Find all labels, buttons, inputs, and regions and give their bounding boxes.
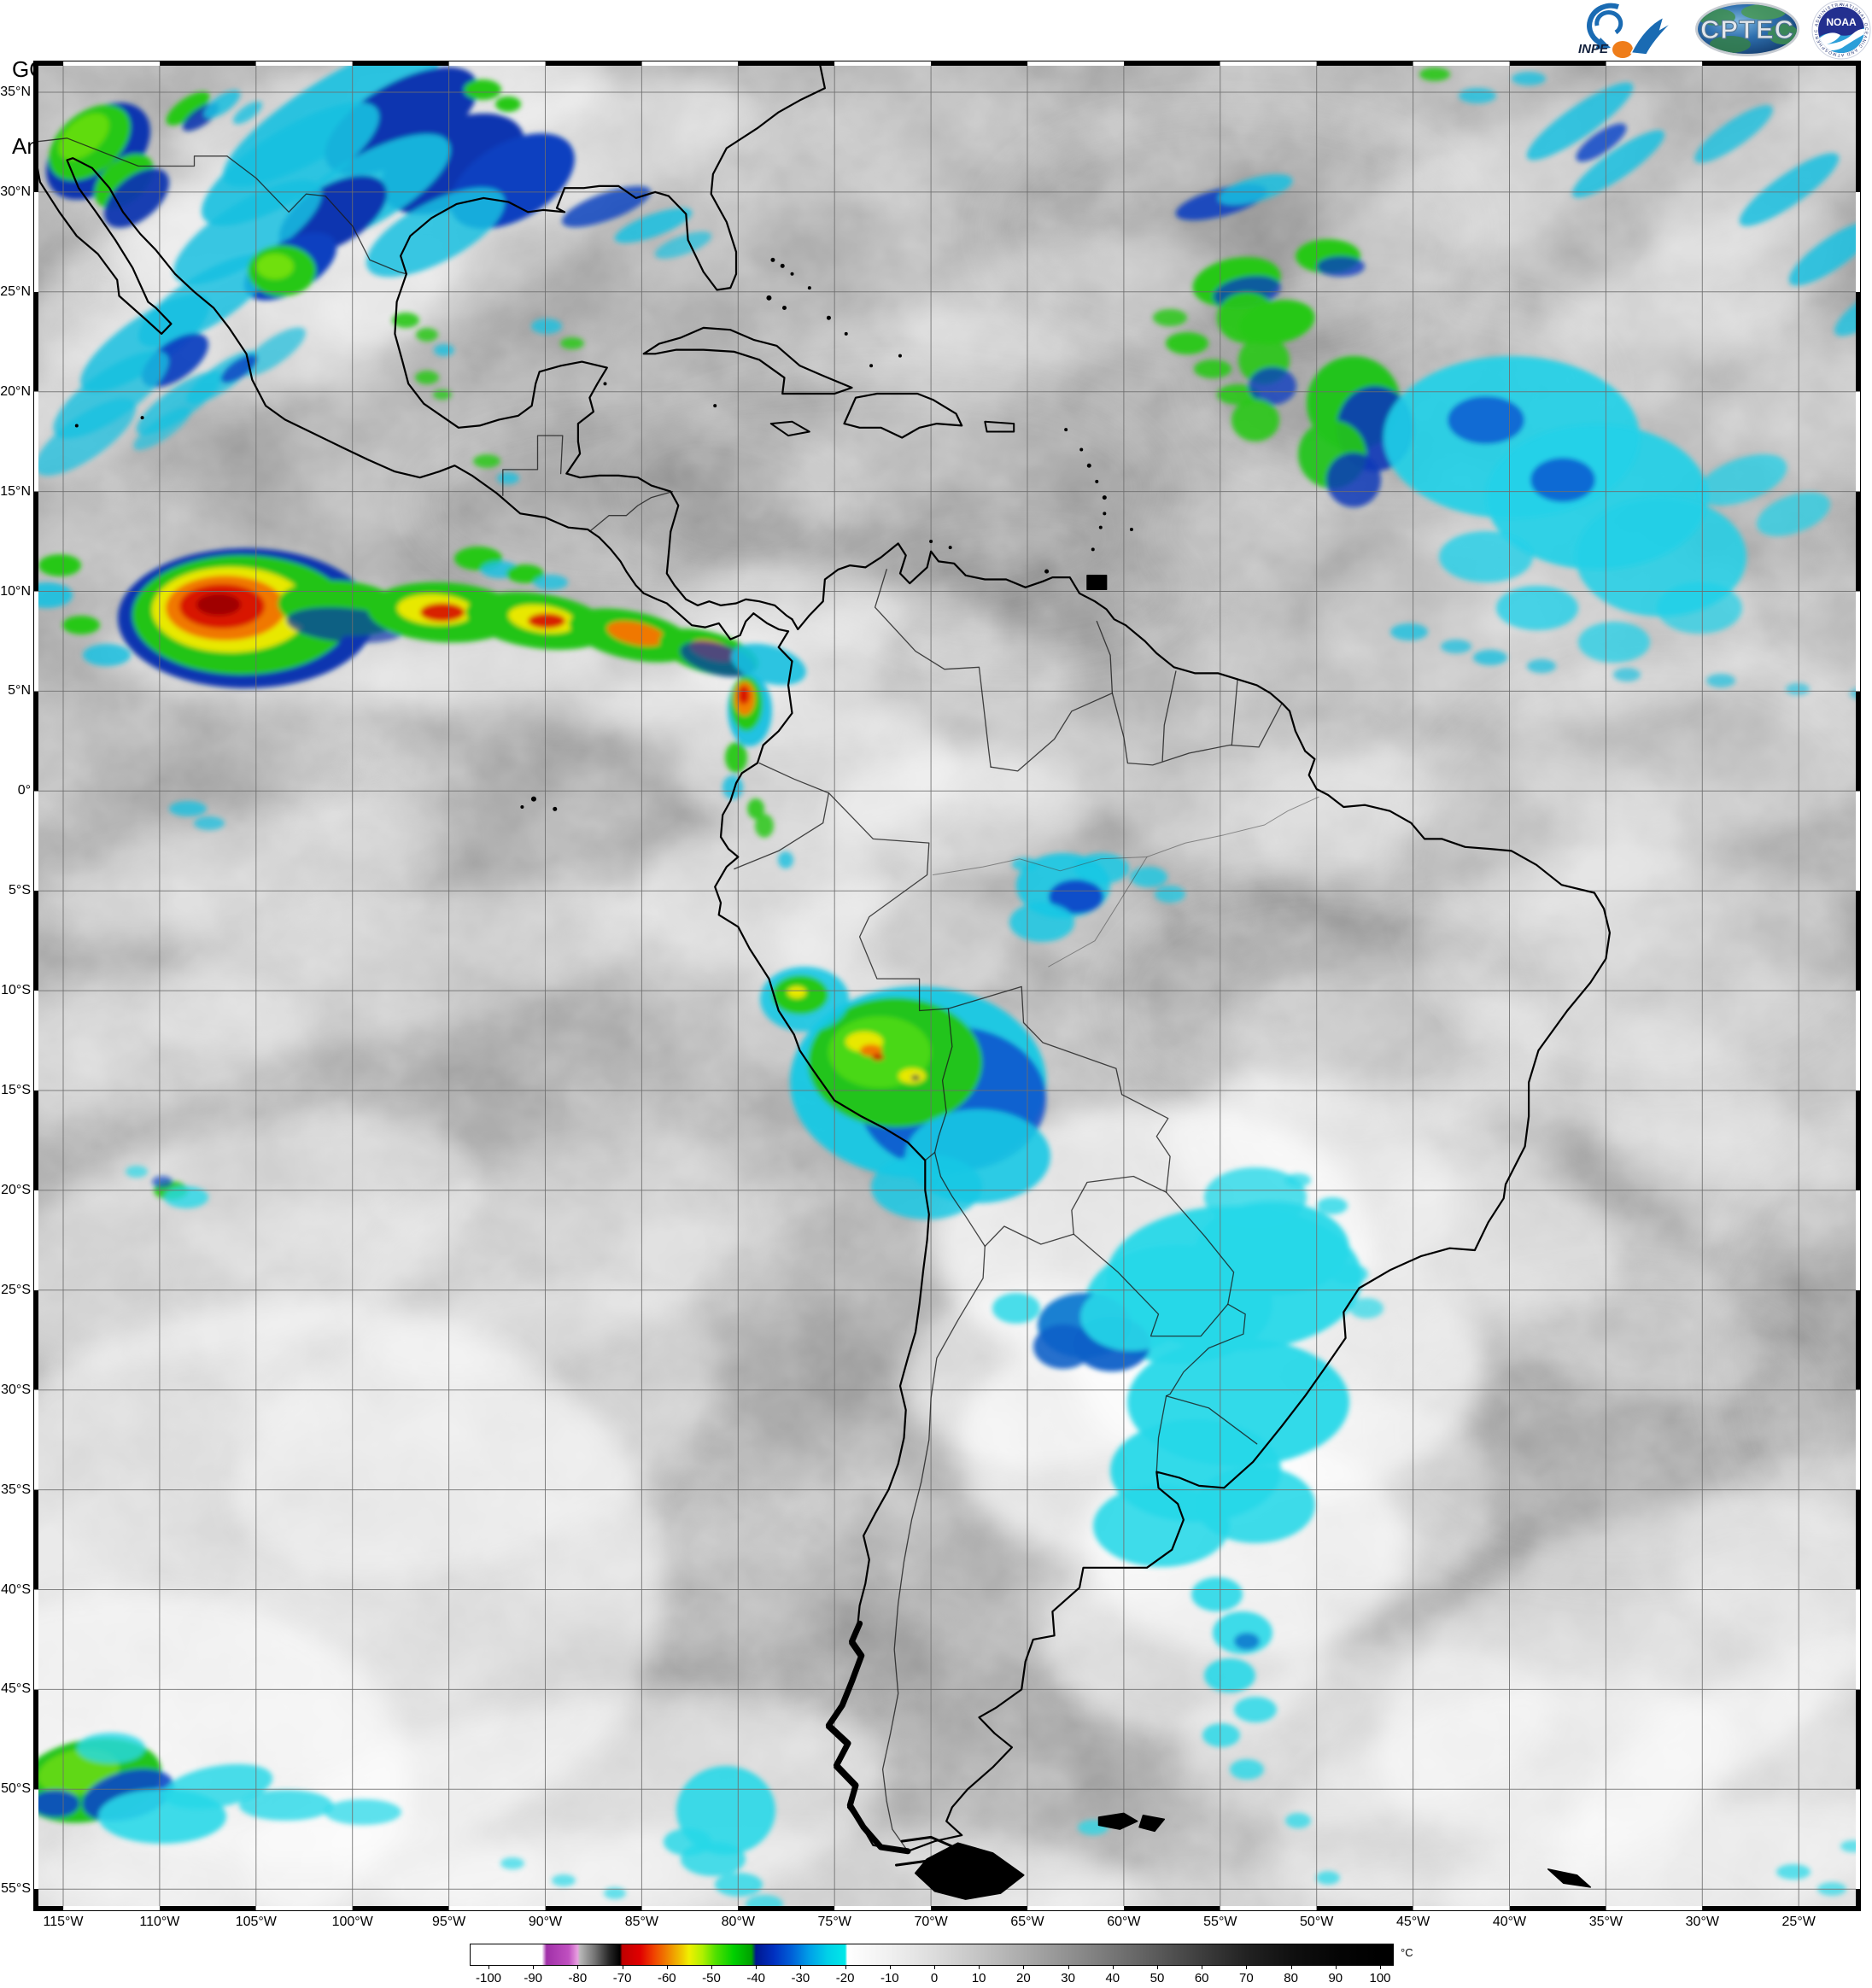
lon-label: 55°W xyxy=(1203,1915,1237,1929)
colorbar-tick-label: -80 xyxy=(568,1971,588,1985)
map-frame-top xyxy=(34,61,1860,66)
colorbar-tick xyxy=(1246,1965,1248,1969)
colorbar-tick xyxy=(1023,1965,1025,1969)
inpe-logo-text: INPE xyxy=(1578,42,1609,56)
lon-label: 100°W xyxy=(331,1915,373,1929)
noaa-logo-icon: NATIONAL OCEANIC AND ATMOSPHERIC ADMINIS… xyxy=(1810,0,1871,60)
colorbar-tick xyxy=(800,1965,802,1969)
map-frame-right xyxy=(1856,61,1860,1910)
colorbar-tick-label: 50 xyxy=(1150,1971,1165,1985)
colorbar-tick xyxy=(1380,1965,1381,1969)
colorbar-tick xyxy=(711,1965,712,1969)
noaa-logo-text: NOAA xyxy=(1826,16,1857,28)
lon-label: 50°W xyxy=(1300,1915,1334,1929)
colorbar-tick-label: 40 xyxy=(1105,1971,1120,1985)
colorbar-tick-label: 80 xyxy=(1284,1971,1298,1985)
lon-label: 40°W xyxy=(1492,1915,1527,1929)
lat-label: 50°S xyxy=(1,1781,31,1797)
colorbar-tick-label: 100 xyxy=(1369,1971,1391,1985)
colorbar-tick xyxy=(979,1965,980,1969)
colorbar-tick xyxy=(488,1965,489,1969)
lat-label: 10°N xyxy=(0,583,31,599)
cptec-logo-icon: CPTEC xyxy=(1695,2,1799,56)
colorbar-tick-label: 0 xyxy=(930,1971,939,1985)
colorbar-tick-label: 30 xyxy=(1061,1971,1075,1985)
colorbar-tick xyxy=(756,1965,758,1969)
colorbar-tick-label: -100 xyxy=(475,1971,502,1985)
colorbar-tick xyxy=(845,1965,846,1969)
colorbar-unit: °C xyxy=(1401,1946,1413,1959)
lat-label: 30°S xyxy=(1,1382,31,1397)
colorbar-tick xyxy=(533,1965,535,1969)
cptec-logo-text: CPTEC xyxy=(1700,15,1794,44)
colorbar-tick-label: -20 xyxy=(835,1971,855,1985)
lon-label: 95°W xyxy=(431,1915,466,1929)
colorbar-tick-label: -40 xyxy=(746,1971,766,1985)
colorbar-tick xyxy=(889,1965,891,1969)
lat-label: 40°S xyxy=(1,1582,31,1597)
lat-label: 0° xyxy=(17,783,31,798)
colorbar-tick-label: -70 xyxy=(612,1971,632,1985)
lat-label: 35°S xyxy=(1,1482,31,1497)
colorbar-tick-label: 70 xyxy=(1239,1971,1254,1985)
colorbar-tick-label: -10 xyxy=(880,1971,899,1985)
lat-label: 20°S xyxy=(1,1182,31,1197)
lon-label: 60°W xyxy=(1107,1915,1141,1929)
lat-label: 20°N xyxy=(0,383,31,399)
colorbar-tick-label: 20 xyxy=(1016,1971,1031,1985)
latlon-grid xyxy=(34,61,1860,1910)
temperature-colorbar: -100 -90 -80 -70 -60 -50 -40 -30 -20 -10 0 10 20 30 40… xyxy=(470,1944,1394,1985)
colorbar-tick xyxy=(666,1965,668,1969)
lat-label: 30°N xyxy=(0,184,31,199)
satellite-raster xyxy=(34,61,1860,1910)
lon-label: 25°W xyxy=(1781,1915,1816,1929)
colorbar-tick-label: 90 xyxy=(1328,1971,1343,1985)
lat-label: 5°N xyxy=(8,683,31,699)
colorbar-tick-label: -30 xyxy=(791,1971,810,1985)
colorbar-tick xyxy=(577,1965,579,1969)
satellite-map xyxy=(33,61,1861,1911)
map-frame-bottom xyxy=(34,1906,1860,1910)
lat-label: 10°S xyxy=(1,983,31,998)
colorbar-tick xyxy=(1290,1965,1292,1969)
agency-logos: INPE CPTEC xyxy=(1571,0,1872,60)
lon-label: 65°W xyxy=(1010,1915,1044,1929)
colorbar-tick-label: -90 xyxy=(524,1971,543,1985)
colorbar-tick-label: -50 xyxy=(702,1971,721,1985)
colorbar-tick xyxy=(1335,1965,1337,1969)
lat-label: 35°N xyxy=(0,85,31,99)
lon-label: 110°W xyxy=(139,1915,180,1929)
lat-label: 25°S xyxy=(1,1282,31,1297)
lon-label: 80°W xyxy=(721,1915,755,1929)
fine-grain-overlay xyxy=(34,61,1860,1910)
lon-label: 70°W xyxy=(914,1915,948,1929)
colorbar-tick-label: -60 xyxy=(657,1971,676,1985)
colorbar-tick-label: 60 xyxy=(1194,1971,1209,1985)
lat-label: 5°S xyxy=(9,883,31,898)
lat-label: 45°S xyxy=(1,1681,31,1697)
lon-label: 115°W xyxy=(43,1915,84,1929)
lat-label: 15°S xyxy=(1,1083,31,1097)
lon-label: 30°W xyxy=(1685,1915,1719,1929)
lon-label: 45°W xyxy=(1395,1915,1430,1929)
inpe-logo-icon: INPE xyxy=(1578,3,1673,58)
colorbar-tick xyxy=(1112,1965,1114,1969)
colorbar-tick xyxy=(934,1965,935,1969)
map-frame-left xyxy=(34,61,38,1910)
colorbar-tick xyxy=(1068,1965,1069,1969)
lon-label: 105°W xyxy=(235,1915,277,1929)
lat-label: 25°N xyxy=(0,284,31,299)
lat-label: 55°S xyxy=(1,1881,31,1897)
colorbar-tick xyxy=(1157,1965,1158,1969)
lon-label: 35°W xyxy=(1588,1915,1623,1929)
coastlines-and-borders xyxy=(34,61,1612,1900)
colorbar-tick-label: 10 xyxy=(971,1971,986,1985)
lon-label: 90°W xyxy=(528,1915,563,1929)
lon-label: 75°W xyxy=(817,1915,851,1929)
lat-label: 15°N xyxy=(0,483,31,499)
lon-label: 85°W xyxy=(624,1915,659,1929)
